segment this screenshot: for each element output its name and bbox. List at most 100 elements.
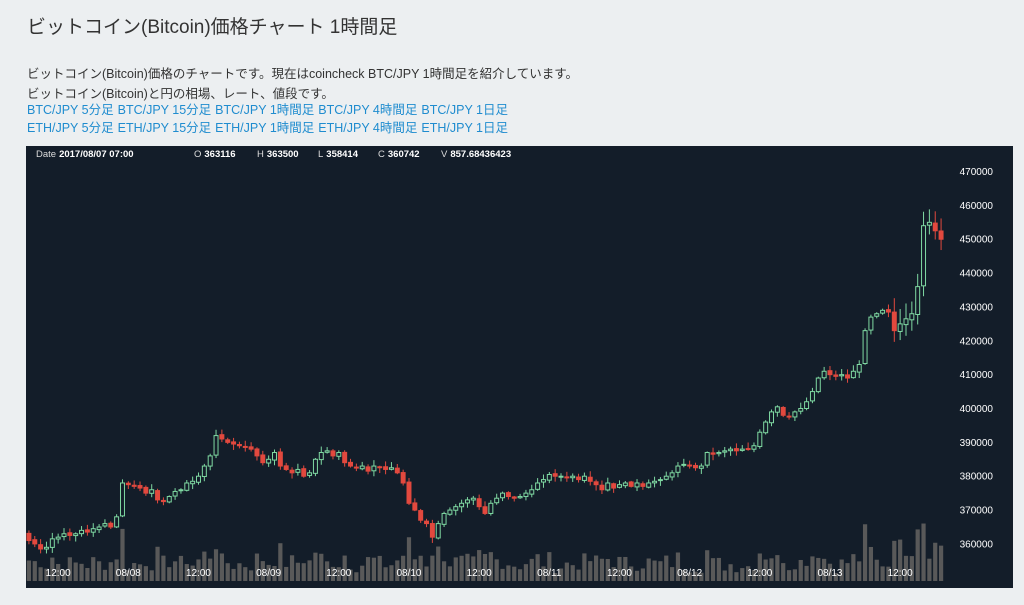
volume-bar [32,561,37,581]
volume-bar [763,559,768,581]
eth-link-row: ETH/JPY 5分足 ETH/JPY 15分足 ETH/JPY 1時間足 ETH/J… [27,119,512,137]
candle-body [470,497,476,501]
volume-bar [307,560,312,581]
candle-body [213,435,219,456]
candle-body [546,474,552,481]
volume-bar [827,563,833,581]
candle-body [523,492,529,498]
candle-body [383,466,389,470]
candle-body [652,480,658,484]
candle-body [184,482,190,491]
candle-body [599,484,605,491]
candle-body [921,225,927,287]
link-eth-jpy-1d[interactable]: ETH/JPY 1日足 [421,121,508,135]
candle-body [377,466,383,469]
link-btc-jpy-4h[interactable]: BTC/JPY 4時間足 [318,103,418,117]
volume-bar [541,566,546,581]
y-axis-tick-label: 380000 [960,472,994,483]
candle-body [809,391,815,402]
volume-bar [284,566,289,581]
candle-body [424,520,430,525]
candle-body [476,498,482,508]
link-btc-jpy-15m[interactable]: BTC/JPY 15分足 [117,103,212,117]
x-axis-tick-label: 12:00 [186,568,211,579]
volume-bar [576,569,581,581]
candle-body [178,489,184,492]
candle-body [67,532,73,536]
candle-body [593,481,599,486]
candle-body [511,496,517,499]
candle-body [371,465,377,472]
volume-bar [143,566,148,581]
volume-bar [465,553,470,581]
volume-bar [500,568,505,581]
volume-bar [249,570,254,581]
volume-bar [336,567,341,581]
volume-bar [102,569,108,581]
candle-body [769,411,774,424]
candle-body [909,313,915,321]
volume-bar [441,561,447,581]
volume-bar [781,563,786,581]
candle-body [640,483,646,487]
volume-bar [436,546,441,581]
volume-bar [313,552,318,581]
volume-bar [231,568,236,581]
volume-bar [699,572,704,581]
candle-body [429,523,435,538]
candle-body [891,311,897,332]
volume-bar [184,564,189,581]
hud-low: L 358414 [318,149,358,160]
candle-body [225,439,231,443]
candle-body [359,465,365,470]
volume-bar [342,555,347,581]
link-eth-jpy-1h[interactable]: ETH/JPY 1時間足 [215,121,315,135]
volume-bar [705,550,710,581]
candle-body [500,492,506,499]
candle-body [248,446,254,450]
link-btc-jpy-1d[interactable]: BTC/JPY 1日足 [421,103,508,117]
volume-bar [254,553,260,581]
volume-bar [418,555,423,581]
price-chart[interactable]: 360000 370000 380000 390000 400000 410000 4200… [26,146,1013,588]
candle-body [400,472,406,484]
volume-bar [278,543,283,581]
candle-body [119,482,125,517]
volume-bar [61,569,67,581]
volume-bar [50,557,55,581]
volume-bar [892,540,897,581]
candle-body [166,496,172,503]
link-btc-jpy-5m[interactable]: BTC/JPY 5分足 [27,103,114,117]
link-eth-jpy-15m[interactable]: ETH/JPY 15分足 [117,121,212,135]
link-eth-jpy-5m[interactable]: ETH/JPY 5分足 [27,121,114,135]
y-axis-tick-label: 430000 [960,302,994,313]
candle-body [353,466,359,469]
candle-body [260,454,266,464]
candle-body [576,476,582,481]
candle-body [464,499,470,504]
candlestick-chart-svg[interactable]: 360000 370000 380000 390000 400000 410000 4200… [26,146,1013,588]
volume-bar [108,562,113,581]
volume-bar [570,565,575,581]
volume-bar [915,529,920,581]
y-axis-tick-label: 420000 [960,336,994,347]
volume-bar [588,561,593,581]
volume-bar [237,563,242,581]
volume-bar [202,551,207,581]
candle-body [558,475,564,478]
candle-body [622,482,628,487]
candle-body [348,461,354,467]
volume-bar [330,566,336,581]
candle-body [856,364,862,373]
candle-body [266,458,272,464]
volume-bar [395,560,400,581]
volume-bar [623,556,628,581]
volume-bar [880,566,885,581]
link-btc-jpy-1h[interactable]: BTC/JPY 1時間足 [215,103,315,117]
y-axis-tick-label: 450000 [960,235,994,246]
volume-bar [529,558,534,581]
candle-body [318,452,324,461]
y-axis-tick-label: 470000 [960,167,994,178]
hud-close: C 360742 [378,149,420,160]
link-eth-jpy-4h[interactable]: ETH/JPY 4時間足 [318,121,418,135]
